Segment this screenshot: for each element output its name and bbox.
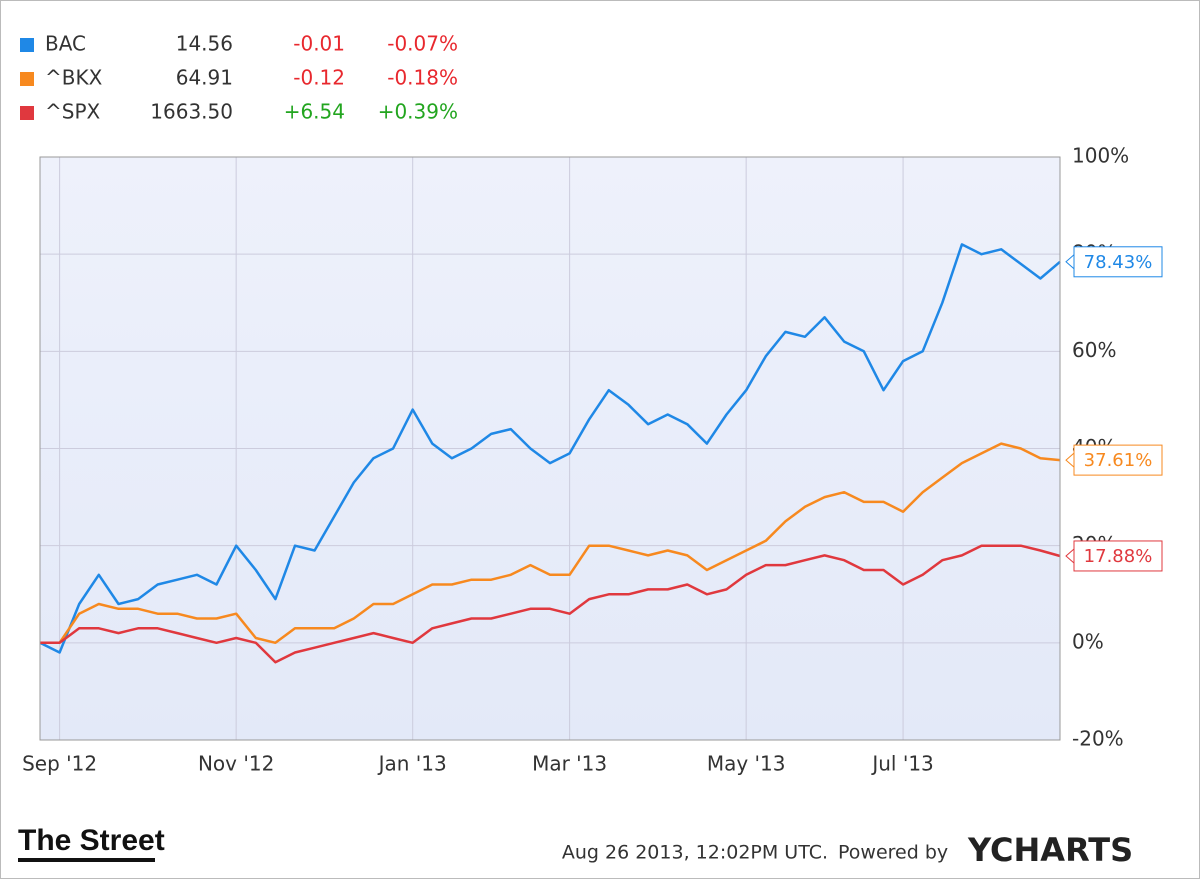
- value-label: 37.61%: [1084, 450, 1153, 471]
- legend-name: ^SPX: [45, 100, 101, 124]
- legend-name: BAC: [45, 32, 86, 56]
- legend-change-pct: +0.39%: [378, 100, 458, 124]
- x-tick-label: Mar '13: [532, 752, 607, 776]
- x-tick-label: Jul '13: [870, 752, 933, 776]
- legend-change: -0.01: [293, 32, 345, 56]
- legend-price: 14.56: [176, 32, 233, 56]
- logo-underline: [18, 858, 155, 862]
- legend-price: 1663.50: [150, 100, 233, 124]
- y-tick-label: 100%: [1072, 144, 1129, 168]
- x-tick-label: Nov '12: [198, 752, 274, 776]
- plot-border: [39, 156, 1061, 741]
- legend-swatch: [20, 38, 34, 52]
- legend-swatch: [20, 72, 34, 86]
- y-tick-label: 60%: [1072, 338, 1116, 362]
- legend-change-pct: -0.18%: [387, 66, 458, 90]
- series-line: [40, 544, 1061, 664]
- x-tick-label: Sep '12: [22, 752, 97, 776]
- legend-price: 64.91: [176, 66, 233, 90]
- value-label-box: [1073, 246, 1163, 278]
- y-tick-label: 0%: [1072, 629, 1104, 653]
- value-label: 78.43%: [1084, 252, 1153, 273]
- provider-logo: YCHARTS: [967, 831, 1133, 869]
- legend-swatch: [20, 106, 34, 120]
- y-tick-label: -20%: [1072, 727, 1124, 751]
- legend-change: +6.54: [284, 100, 345, 124]
- series-line: [40, 442, 1061, 645]
- legend-name: ^BKX: [45, 66, 103, 90]
- legend-change: -0.12: [293, 66, 345, 90]
- x-tick-label: Jan '13: [377, 752, 447, 776]
- legend-change-pct: -0.07%: [387, 32, 458, 56]
- brand-logo: The Street: [18, 824, 165, 857]
- value-label: 17.88%: [1084, 546, 1153, 567]
- series-line: [39, 243, 1061, 654]
- powered-by: Powered by: [838, 842, 948, 864]
- x-tick-label: May '13: [707, 752, 786, 776]
- value-label-box: [1073, 540, 1163, 572]
- timestamp: Aug 26 2013, 12:02PM UTC.: [562, 842, 828, 864]
- value-label-box: [1073, 444, 1163, 476]
